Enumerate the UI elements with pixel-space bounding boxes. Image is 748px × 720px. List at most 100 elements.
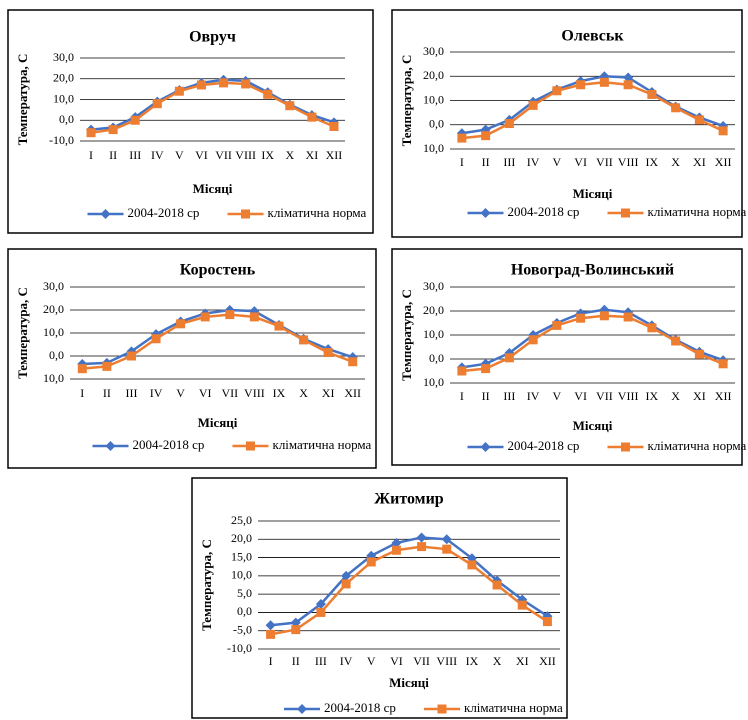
marker bbox=[528, 100, 538, 110]
y-tick-label: 0,0 bbox=[59, 112, 74, 126]
marker bbox=[623, 72, 634, 83]
x-tick-label: IX bbox=[466, 654, 479, 668]
x-tick-label: II bbox=[482, 155, 490, 169]
y-tick-label: 10,0 bbox=[423, 92, 444, 106]
chart-title: Житомир bbox=[374, 491, 444, 508]
marker bbox=[219, 78, 229, 88]
chart-panel: Коростень 10,0 0,0 10,0 20,0 30,0 Температура,… bbox=[7, 248, 377, 469]
x-tick-label: IV bbox=[151, 148, 164, 162]
marker bbox=[457, 133, 467, 143]
x-tick-label: XI bbox=[693, 155, 706, 169]
x-tick-label: I bbox=[460, 389, 464, 403]
x-axis-title: Місяці bbox=[389, 675, 429, 690]
x-tick-label: X bbox=[671, 155, 680, 169]
x-tick-label: XII bbox=[344, 386, 361, 400]
chart-title: Овруч bbox=[189, 29, 236, 46]
marker bbox=[671, 103, 681, 113]
marker bbox=[329, 121, 339, 131]
marker bbox=[552, 86, 562, 96]
x-tick-label: VII bbox=[413, 654, 430, 668]
marker bbox=[174, 86, 184, 96]
x-tick-label: XI bbox=[322, 386, 335, 400]
x-tick-label: I bbox=[460, 155, 464, 169]
x-tick-label: II bbox=[482, 389, 490, 403]
chart-title: Новоград-Волинський bbox=[511, 262, 674, 279]
x-axis-title: Місяці bbox=[198, 415, 238, 430]
marker bbox=[718, 126, 728, 136]
legend-label: 2004-2018 ср bbox=[324, 700, 396, 715]
marker bbox=[265, 620, 276, 631]
panel-border bbox=[7, 9, 374, 234]
marker bbox=[694, 115, 704, 125]
panel-border bbox=[391, 248, 743, 466]
legend-marker bbox=[621, 208, 630, 218]
marker bbox=[647, 89, 657, 99]
y-axis-title: Температура, С bbox=[399, 55, 414, 147]
chart-panel: Новоград-Волинський 10,0 0,0 10,0 20,0 30,0 Те… bbox=[391, 248, 747, 466]
legend-label: кліматична норма bbox=[268, 205, 367, 220]
x-tick-label: VII bbox=[221, 386, 238, 400]
marker bbox=[623, 312, 633, 322]
x-axis-title: Місяці bbox=[573, 186, 613, 201]
chart-title: Коростень bbox=[180, 262, 256, 279]
legend-marker bbox=[437, 704, 447, 714]
x-axis-title: Місяці bbox=[193, 181, 233, 196]
legend-marker bbox=[621, 442, 630, 452]
y-tick-label: 10,0 bbox=[423, 375, 444, 389]
marker bbox=[151, 334, 161, 344]
marker bbox=[102, 361, 112, 371]
x-tick-label: IV bbox=[527, 389, 540, 403]
y-tick-label: 25,0 bbox=[231, 513, 252, 527]
x-tick-label: V bbox=[176, 386, 185, 400]
x-tick-label: III bbox=[315, 654, 327, 668]
legend-label: 2004-2018 ср bbox=[133, 437, 205, 452]
marker bbox=[291, 625, 301, 635]
marker bbox=[417, 542, 427, 552]
marker bbox=[366, 557, 376, 567]
x-tick-label: V bbox=[553, 389, 562, 403]
x-tick-label: XII bbox=[715, 389, 732, 403]
y-tick-label: 30,0 bbox=[43, 279, 64, 293]
marker bbox=[599, 77, 609, 87]
x-tick-label: X bbox=[299, 386, 308, 400]
y-tick-label: 30,0 bbox=[53, 50, 74, 64]
marker bbox=[647, 323, 657, 333]
y-axis-title: Температура, С bbox=[15, 287, 30, 379]
y-tick-label: 10,0 bbox=[43, 371, 64, 385]
x-tick-label: VI bbox=[199, 386, 212, 400]
marker bbox=[467, 560, 477, 570]
marker bbox=[694, 349, 704, 359]
marker bbox=[341, 579, 351, 589]
panel-border bbox=[7, 248, 377, 469]
x-tick-label: V bbox=[175, 148, 184, 162]
marker bbox=[504, 119, 514, 129]
x-tick-label: V bbox=[367, 654, 376, 668]
marker bbox=[416, 532, 427, 543]
marker bbox=[552, 320, 562, 330]
marker bbox=[442, 544, 452, 554]
x-tick-label: I bbox=[89, 148, 93, 162]
marker bbox=[285, 101, 295, 111]
y-tick-label: 20,0 bbox=[43, 302, 64, 316]
marker bbox=[391, 537, 402, 548]
x-tick-label: II bbox=[109, 148, 117, 162]
x-tick-label: IX bbox=[646, 155, 659, 169]
y-axis-title: Температура, С bbox=[399, 289, 414, 381]
y-tick-label: 0,0 bbox=[237, 604, 252, 618]
x-tick-label: VIII bbox=[436, 654, 457, 668]
marker bbox=[274, 321, 284, 331]
marker bbox=[266, 629, 276, 639]
marker bbox=[391, 545, 401, 555]
chart-panel: Житомир -10,0 -5,0 0,0 5,0 10,0 15,0 20,0 25,0 Те… bbox=[191, 477, 568, 719]
marker bbox=[481, 364, 491, 374]
x-tick-label: X bbox=[493, 654, 502, 668]
x-tick-label: XII bbox=[539, 654, 556, 668]
y-tick-label: 30,0 bbox=[423, 44, 444, 58]
y-tick-label: 0,0 bbox=[49, 348, 64, 362]
x-tick-label: VII bbox=[215, 148, 232, 162]
marker bbox=[126, 351, 136, 361]
marker bbox=[492, 580, 502, 590]
marker bbox=[77, 364, 87, 374]
y-tick-label: 20,0 bbox=[423, 303, 444, 317]
marker bbox=[481, 131, 491, 141]
